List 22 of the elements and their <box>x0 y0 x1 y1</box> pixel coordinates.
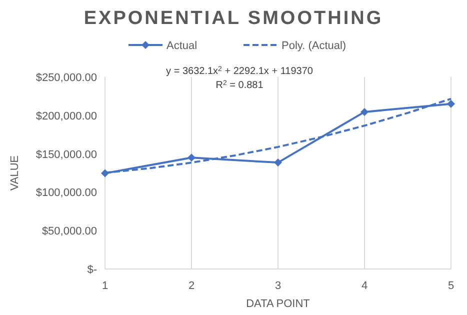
y-axis-title: VALUE <box>9 155 21 191</box>
x-tick-label: 5 <box>448 280 454 292</box>
point <box>360 108 368 116</box>
x-tick-label: 3 <box>274 280 282 292</box>
point <box>188 154 196 162</box>
annotation: y = 3632.1x$^{2}$ + 2292.1x + 119370 <box>166 66 314 77</box>
x-tick-label: 1 <box>102 280 108 292</box>
y-tick-label: $200,000.00 <box>36 110 97 122</box>
y-tick-label: $- <box>87 264 98 276</box>
x-axis-title: DATA POINT <box>246 298 310 310</box>
y-tick-label: $50,000.00 <box>42 226 97 238</box>
y-tick-label: $100,000.00 <box>36 187 97 200</box>
x-tick-label: 4 <box>361 280 368 292</box>
annotation: R$^{2}$ = 0.881 <box>216 80 264 91</box>
chart-title: EXPONENTIAL SMOOTHING <box>84 8 384 29</box>
y-tick-label: $250,000.00 <box>36 72 97 84</box>
x-tick-label: 2 <box>188 280 195 292</box>
legend-label: Actual <box>166 40 198 52</box>
point <box>274 158 282 167</box>
y-tick-label: $150,000.00 <box>36 148 97 161</box>
legend-label: Poly. (Actual) <box>282 40 346 52</box>
point <box>447 100 455 108</box>
